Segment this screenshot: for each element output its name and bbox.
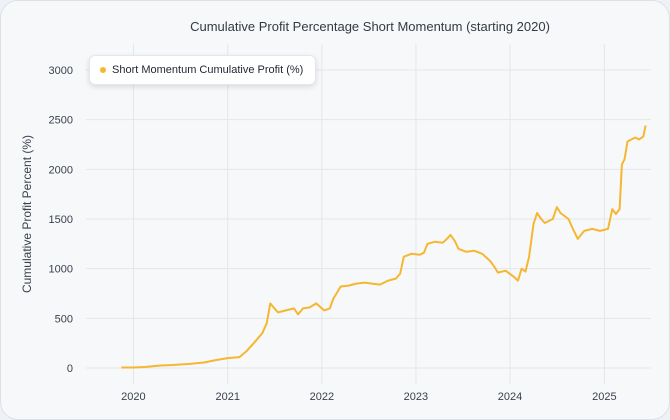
y-tick-label: 500 — [55, 313, 73, 325]
series-line[interactable] — [121, 125, 647, 369]
x-tick-label: 2021 — [216, 391, 240, 403]
legend[interactable]: Short Momentum Cumulative Profit (%) — [89, 55, 317, 85]
x-tick-label: 2020 — [121, 391, 145, 403]
chart-title: Cumulative Profit Percentage Short Momen… — [190, 19, 550, 34]
legend-label: Short Momentum Cumulative Profit (%) — [112, 64, 304, 76]
y-tick-label: 3000 — [49, 65, 73, 77]
y-tick-label: 2000 — [49, 164, 73, 176]
y-axis-ticks: 0 500 1000 1500 2000 2500 3000 — [49, 65, 73, 375]
series-layer — [121, 125, 647, 369]
y-tick-label: 2500 — [49, 115, 73, 127]
x-tick-label: 2022 — [310, 391, 334, 403]
x-tick-label: 2023 — [404, 391, 428, 403]
legend-marker — [100, 67, 106, 73]
grid-lines — [86, 44, 651, 384]
y-axis-label: Cumulative Profit Percent (%) — [20, 135, 34, 293]
x-tick-label: 2024 — [498, 391, 522, 403]
x-axis-ticks: 2020 2021 2022 2023 2024 2025 — [121, 391, 616, 403]
y-tick-label: 1000 — [49, 264, 73, 276]
x-tick-label: 2025 — [592, 391, 616, 403]
y-tick-label: 1500 — [49, 214, 73, 226]
y-tick-label: 0 — [67, 363, 73, 375]
